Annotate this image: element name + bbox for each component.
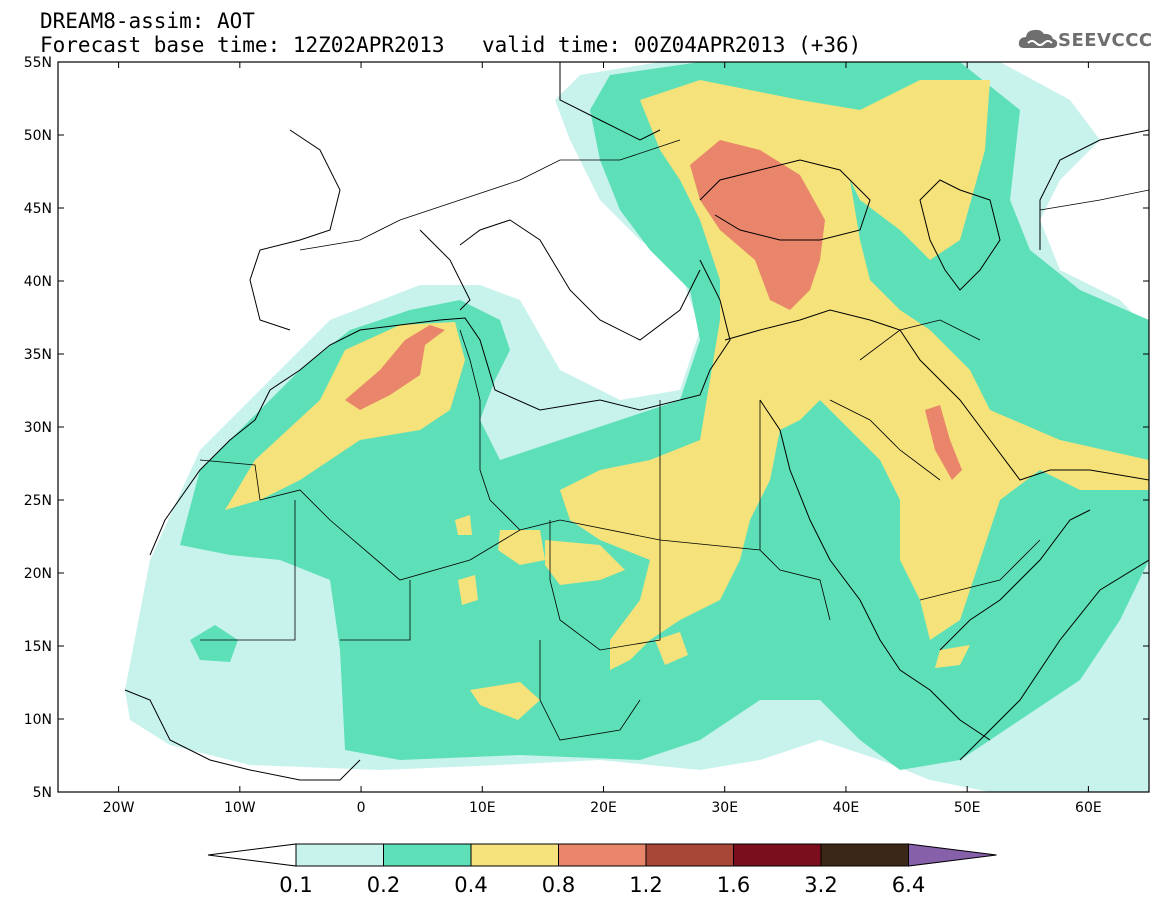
colorbar-label: 3.2	[804, 873, 837, 897]
lat-label: 55N	[24, 55, 52, 71]
lat-label: 50N	[24, 128, 52, 144]
colorbar-label: 1.6	[717, 873, 750, 897]
coastlines	[124, 62, 1149, 781]
colorbar-swatch	[645, 843, 734, 867]
colorbar-label: 0.2	[367, 873, 400, 897]
lon-axis-labels: 20W 10W 0 10E 20E 30E 40E 50E 60E	[103, 800, 1102, 816]
forecast-time-line: Forecast base time: 12Z02APR2013 valid ti…	[40, 33, 861, 57]
colorbar-label: 6.4	[892, 873, 925, 897]
colorbar-swatch	[820, 843, 909, 867]
lon-label: 20E	[590, 800, 617, 816]
base-time: Forecast base time: 12Z02APR2013	[40, 33, 445, 57]
colorbar-swatch	[470, 843, 559, 867]
lon-label: 50E	[954, 800, 981, 816]
logo-text: SEEVCCC	[1058, 30, 1153, 51]
colorbar-label: 1.2	[629, 873, 662, 897]
colorbar: 0.1 0.2 0.4 0.8 1.2 1.6 3.2 6.4	[207, 843, 997, 897]
cloud-icon	[1018, 29, 1058, 48]
lat-axis-labels: 55N 50N 45N 40N 35N 30N 25N 20N 15N 10N 5N	[24, 55, 52, 801]
aot-field	[125, 62, 1149, 792]
lon-label: 60E	[1075, 800, 1102, 816]
lat-label: 5N	[33, 785, 52, 801]
axis-ticks	[58, 61, 1149, 793]
lon-label: 10W	[224, 800, 256, 816]
lat-label: 35N	[24, 347, 52, 363]
colorbar-swatch	[383, 843, 472, 867]
lon-label: 40E	[833, 800, 860, 816]
lat-label: 30N	[24, 420, 52, 436]
colorbar-low-arrow	[207, 843, 297, 867]
colorbar-swatch	[733, 843, 822, 867]
colorbar-swatch	[558, 843, 647, 867]
lat-label: 25N	[24, 493, 52, 509]
colorbar-label: 0.8	[542, 873, 575, 897]
lat-label: 20N	[24, 566, 52, 582]
country-borders	[199, 139, 1149, 741]
colorbar-label: 0.1	[279, 873, 312, 897]
lon-label: 30E	[711, 800, 738, 816]
aot-band-0-2	[180, 62, 1149, 770]
map-title: DREAM8-assim: AOT	[40, 9, 255, 33]
valid-time: valid time: 00Z04APR2013 (+36)	[482, 33, 862, 57]
lon-label: 0	[357, 800, 366, 816]
lat-label: 15N	[24, 639, 52, 655]
colorbar-label: 0.4	[454, 873, 487, 897]
aot-band-0-8	[345, 140, 962, 480]
lat-label: 45N	[24, 201, 52, 217]
colorbar-high-arrow	[908, 843, 997, 867]
lat-label: 10N	[24, 712, 52, 728]
colorbar-swatch	[295, 843, 384, 867]
lon-label: 10E	[469, 800, 496, 816]
lon-label: 20W	[103, 800, 135, 816]
lat-label: 40N	[24, 274, 52, 290]
